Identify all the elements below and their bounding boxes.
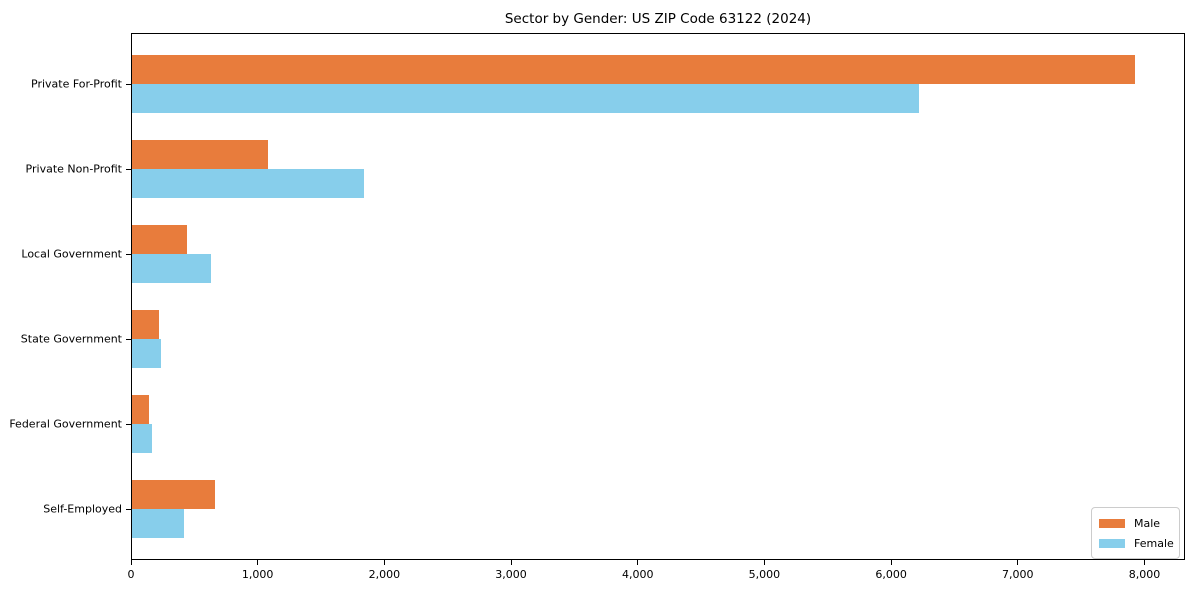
bar-female-self-employed (132, 509, 184, 538)
bar-female-local-government (132, 254, 211, 283)
x-tick-label: 1,000 (241, 568, 274, 581)
x-tick-mark (890, 560, 892, 565)
bar-male-local-government (132, 225, 188, 254)
y-tick-mark (126, 253, 131, 255)
y-tick-mark (126, 338, 131, 340)
y-tick-mark (126, 168, 131, 170)
x-tick-label: 4,000 (621, 568, 654, 581)
legend-item-male: Male (1099, 513, 1172, 533)
legend-label-female: Female (1134, 536, 1174, 550)
x-tick-mark (510, 560, 512, 565)
y-tick-mark (126, 508, 131, 510)
y-tick-label-federal-government: Federal Government (9, 417, 122, 431)
x-tick-label: 3,000 (495, 568, 527, 581)
x-tick-mark (763, 560, 765, 565)
legend-swatch-female (1099, 538, 1125, 548)
bar-male-self-employed (132, 480, 215, 509)
bar-male-private-for-profit (132, 55, 1136, 84)
x-tick-label: 8,000 (1128, 568, 1161, 581)
y-tick-label-state-government: State Government (20, 332, 122, 346)
legend-label-male: Male (1134, 516, 1161, 530)
bar-female-private-for-profit (132, 84, 919, 113)
x-tick-mark (257, 560, 259, 565)
bar-female-federal-government (132, 424, 152, 453)
y-tick-mark (126, 83, 131, 85)
legend: Male Female (1091, 507, 1180, 559)
x-tick-mark (1143, 560, 1145, 565)
plot-area (131, 33, 1185, 560)
x-tick-label: 5,000 (748, 568, 781, 581)
bar-male-private-non-profit (132, 140, 268, 169)
x-tick-label: 2,000 (368, 568, 401, 581)
y-tick-label-self-employed: Self-Employed (43, 502, 122, 516)
chart-title: Sector by Gender: US ZIP Code 63122 (202… (504, 11, 812, 27)
x-tick-mark (1017, 560, 1019, 565)
bar-female-private-non-profit (132, 169, 364, 198)
y-tick-label-local-government: Local Government (21, 247, 122, 261)
x-tick-label: 7,000 (1002, 568, 1034, 581)
y-tick-label-private-non-profit: Private Non-Profit (25, 162, 122, 176)
x-tick-mark (383, 560, 385, 565)
bar-female-state-government (132, 339, 161, 368)
bar-male-federal-government (132, 395, 150, 424)
bar-male-state-government (132, 310, 160, 339)
x-tick-label: 6,000 (875, 568, 907, 581)
y-tick-mark (126, 423, 131, 425)
x-tick-mark (637, 560, 639, 565)
x-tick-label: 0 (127, 568, 135, 581)
legend-item-female: Female (1099, 533, 1174, 553)
x-tick-mark (130, 560, 132, 565)
y-tick-label-private-for-profit: Private For-Profit (31, 77, 122, 91)
legend-swatch-male (1099, 518, 1125, 528)
